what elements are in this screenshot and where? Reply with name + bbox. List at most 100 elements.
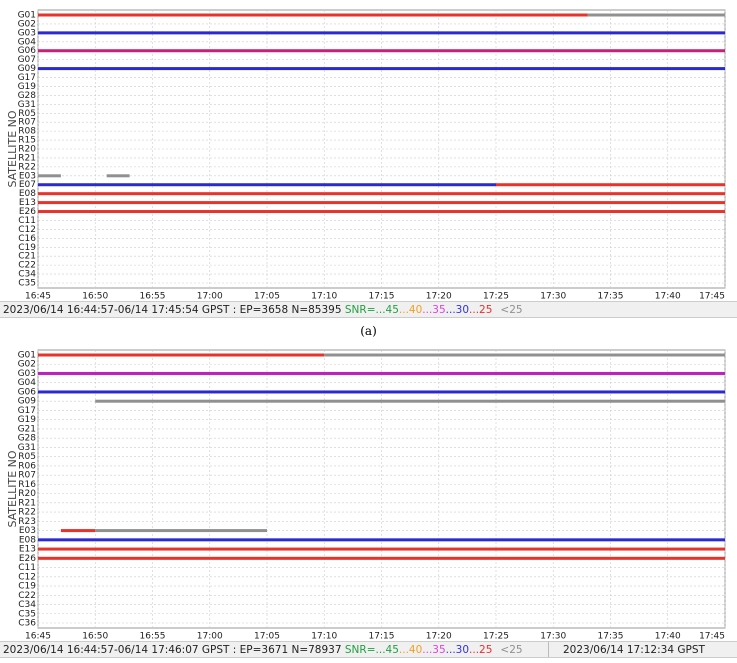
satellite-label: G31 [18,100,36,110]
snr-legend-item: <25 [500,644,523,656]
y-axis-label: SATELLITE NO [6,450,19,527]
satellite-label: G04 [18,378,37,388]
track-segment [95,529,267,533]
satellite-label: R07 [18,471,36,481]
x-tick-label: 16:55 [140,292,166,302]
track-segment [38,192,725,196]
satellite-label: G04 [18,37,37,47]
x-tick-label: 17:30 [540,632,566,642]
satellite-label: C22 [18,261,36,271]
satellite-label: R23 [18,517,36,527]
track-segment [587,13,725,17]
satellite-label: E03 [19,526,36,536]
satellite-label: E08 [19,535,36,545]
satellite-label: G21 [18,424,36,434]
y-axis-label: SATELLITE NO [6,110,19,187]
snr-legend-item: ...40 [398,304,423,316]
x-tick-label: 17:05 [254,632,280,642]
x-tick-label: 17:00 [197,292,223,302]
satellite-label: C36 [18,619,36,629]
satellite-label: G09 [18,64,37,74]
satellite-label: G17 [18,73,36,83]
track-segment [38,390,725,394]
satellite-label: E26 [19,207,36,217]
satellite-label: C16 [18,234,36,244]
x-tick-label: 17:40 [655,632,681,642]
x-tick-label: 17:30 [540,292,566,302]
track-segment [324,353,725,357]
track-segment [38,67,725,71]
satellite-label: E08 [19,189,36,199]
x-tick-label: 17:40 [655,292,681,302]
satellite-label: C21 [18,252,36,262]
satellite-label: G28 [18,434,37,444]
satellite-label: C19 [18,582,36,592]
satellite-label: G06 [18,387,37,397]
satellite-label: R06 [18,461,36,471]
satellite-label: R20 [18,489,36,499]
x-tick-label: 17:10 [311,292,337,302]
satellite-label: C11 [18,216,36,226]
status-text: 2023/06/14 16:44:57-06/14 17:45:54 GPST … [3,304,342,316]
track-segment [38,371,725,375]
satellite-label: E13 [19,545,36,555]
satellite-label: G19 [18,82,37,92]
x-tick-label: 17:00 [197,632,223,642]
satellite-label: C35 [18,609,36,619]
satellite-label: R07 [18,118,36,128]
track-segment [60,529,96,533]
satellite-label: C35 [18,279,36,289]
snr-legend-item: SNR= [344,644,376,656]
x-tick-label: 17:20 [426,292,452,302]
track-segment [38,556,725,560]
x-tick-label: 17:25 [483,632,509,642]
satellite-label: G01 [18,351,36,361]
satellite-label: E07 [19,180,36,190]
x-tick-label: 17:25 [483,292,509,302]
track-segment [38,31,725,35]
satellite-label: R16 [18,480,36,490]
track-segment [496,183,725,187]
caption: (a) [360,324,377,338]
satellite-label: C12 [18,225,36,235]
track-segment [95,399,725,403]
snr-legend-item: ...30 [445,304,470,316]
x-tick-label: 16:45 [25,292,51,302]
satellite-label: C11 [18,563,36,573]
snr-legend-item: SNR= [344,304,376,316]
satellite-label: G03 [18,369,36,379]
satellite-label: G07 [18,55,36,65]
status-text: 2023/06/14 16:44:57-06/14 17:46:07 GPST … [3,644,342,656]
track-segment [38,353,325,357]
satellite-label: R20 [18,145,36,155]
track-segment [106,174,130,178]
snr-legend-item: ...45 [375,304,399,316]
satellite-label: C19 [18,243,36,253]
snr-legend-item: <25 [500,304,523,316]
satellite-label: C34 [18,600,36,610]
track-segment [38,183,496,187]
x-tick-label: 17:45 [699,292,725,302]
satellite-label: G09 [18,397,37,407]
status-bar: 2023/06/14 16:44:57-06/14 17:45:54 GPST … [0,301,737,318]
x-tick-label: 17:45 [699,632,725,642]
satellite-label: G19 [18,415,37,425]
satellite-label: E03 [19,171,36,181]
snr-legend-item: ...45 [375,644,399,656]
snr-legend-item: ...35 [422,304,446,316]
satellite-label: G02 [18,360,36,370]
x-tick-label: 17:35 [598,292,624,302]
satellite-label: G01 [18,11,36,21]
x-tick-label: 17:05 [254,292,280,302]
satellite-label: G03 [18,28,36,38]
satellite-label: G28 [18,91,37,101]
satellite-label: R08 [18,127,36,137]
x-tick-label: 17:35 [598,632,624,642]
x-tick-label: 17:20 [426,632,452,642]
satellite-label: E26 [19,554,36,564]
satellite-label: E13 [19,198,36,208]
snr-legend-item: ...40 [398,644,423,656]
x-tick-label: 17:10 [311,632,337,642]
